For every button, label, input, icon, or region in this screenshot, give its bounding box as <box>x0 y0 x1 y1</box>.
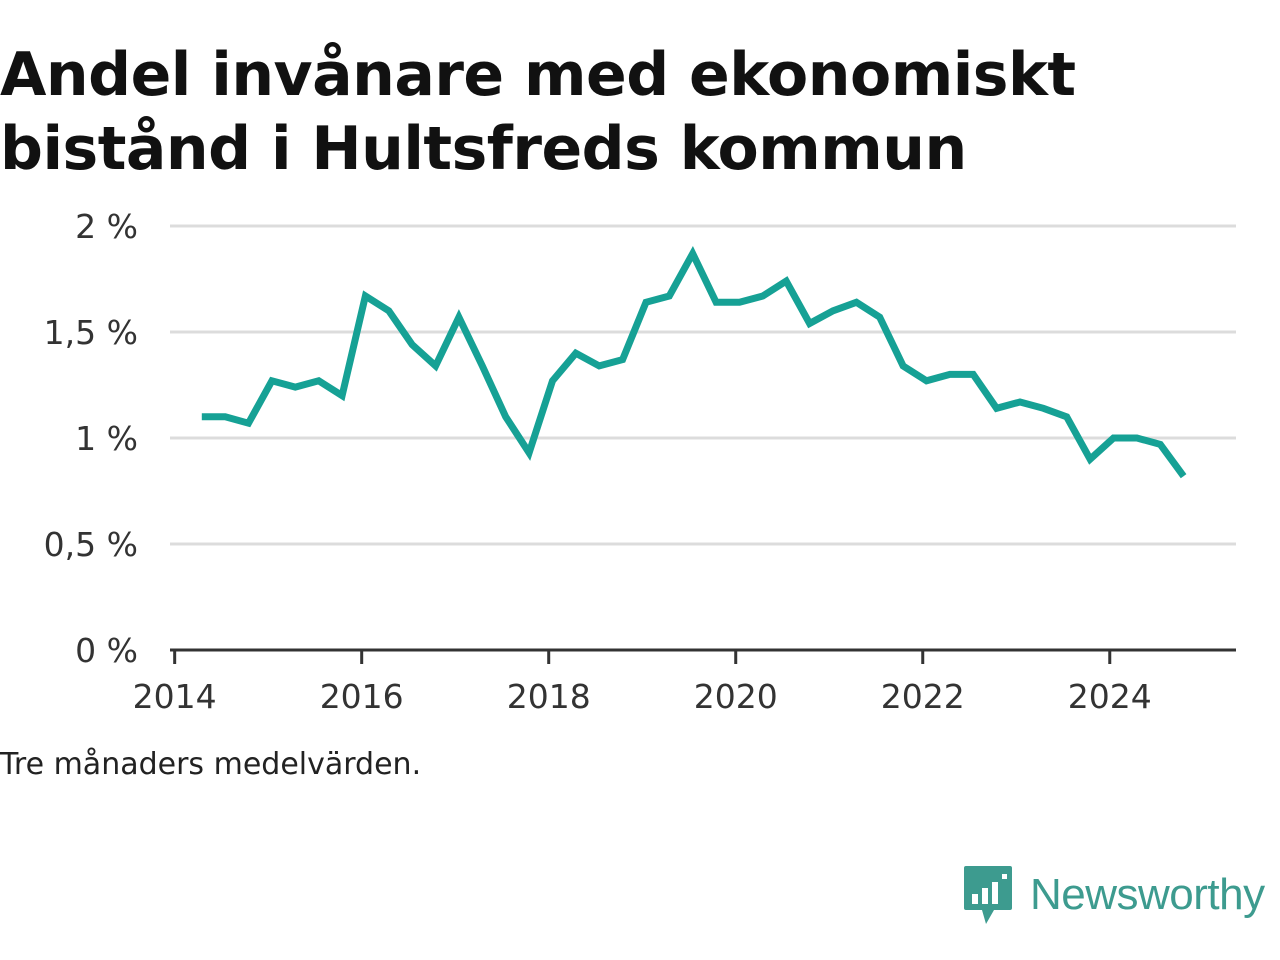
x-tick-label: 2022 <box>881 677 965 716</box>
y-tick-label: 0 % <box>75 631 138 670</box>
y-tick-label: 0,5 % <box>44 525 138 564</box>
chart-note: Tre månaders medelvärden. <box>0 747 422 782</box>
x-tick-label: 2016 <box>320 677 404 716</box>
series-layer <box>201 245 1187 479</box>
y-tick-label: 1 % <box>75 419 138 458</box>
y-tick-label: 1,5 % <box>44 313 138 352</box>
x-tick-label: 2024 <box>1068 677 1152 716</box>
brand-logo[interactable]: Newsworthy <box>962 862 1278 928</box>
grid-lines <box>170 224 1236 546</box>
line-chart: 0 % 0,5 % 1 % 1,5 % 2 % 2014 2016 2018 2020 2022… <box>44 207 1236 716</box>
x-tick-label: 2020 <box>694 677 778 716</box>
series-line <box>201 245 1187 479</box>
y-tick-label: 2 % <box>75 207 138 246</box>
x-tick-label: 2014 <box>133 677 217 716</box>
chart-title: Andel invånare med ekonomiskt bistånd i … <box>0 40 1076 184</box>
x-axis: 2014 2016 2018 2020 2022 2024 <box>133 648 1236 716</box>
newsworthy-logo-icon <box>964 866 1012 924</box>
brand-name: Newsworthy <box>1030 870 1265 919</box>
x-tick-label: 2018 <box>507 677 591 716</box>
y-axis-tick-labels: 0 % 0,5 % 1 % 1,5 % 2 % <box>44 207 138 670</box>
